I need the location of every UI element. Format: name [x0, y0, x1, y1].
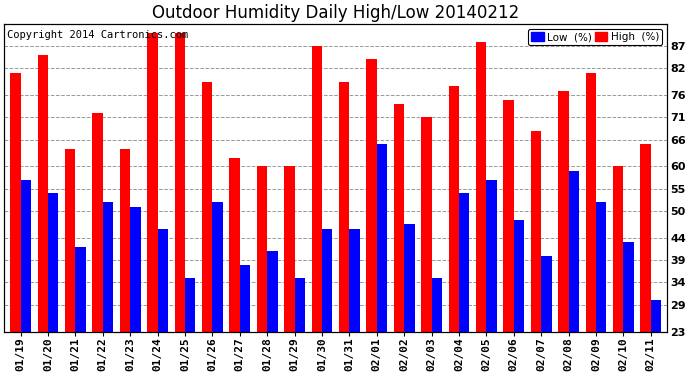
Bar [586, 73, 596, 332]
Bar [10, 73, 21, 332]
Bar [37, 55, 48, 332]
Bar [157, 229, 168, 332]
Bar [213, 202, 223, 332]
Bar [486, 180, 497, 332]
Bar [21, 180, 31, 332]
Bar [624, 242, 634, 332]
Bar [349, 229, 360, 332]
Bar [312, 46, 322, 332]
Bar [130, 207, 141, 332]
Bar [322, 229, 333, 332]
Bar [514, 220, 524, 332]
Bar [448, 86, 459, 332]
Bar [75, 247, 86, 332]
Bar [257, 166, 267, 332]
Bar [175, 33, 185, 332]
Bar [394, 104, 404, 332]
Bar [476, 42, 486, 332]
Bar [240, 265, 250, 332]
Bar [202, 82, 213, 332]
Bar [48, 193, 59, 332]
Bar [432, 278, 442, 332]
Bar [377, 144, 387, 332]
Title: Outdoor Humidity Daily High/Low 20140212: Outdoor Humidity Daily High/Low 20140212 [152, 4, 520, 22]
Bar [596, 202, 607, 332]
Bar [459, 193, 469, 332]
Bar [267, 251, 277, 332]
Bar [640, 144, 651, 332]
Bar [541, 256, 552, 332]
Bar [421, 117, 432, 332]
Bar [339, 82, 349, 332]
Bar [366, 59, 377, 332]
Bar [569, 171, 579, 332]
Bar [103, 202, 113, 332]
Bar [295, 278, 305, 332]
Bar [558, 91, 569, 332]
Legend: Low  (%), High  (%): Low (%), High (%) [529, 29, 662, 45]
Bar [404, 225, 415, 332]
Bar [120, 148, 130, 332]
Bar [185, 278, 195, 332]
Bar [92, 113, 103, 332]
Bar [229, 158, 240, 332]
Bar [147, 33, 157, 332]
Bar [504, 99, 514, 332]
Bar [651, 300, 661, 332]
Bar [284, 166, 295, 332]
Bar [531, 131, 541, 332]
Bar [613, 166, 624, 332]
Text: Copyright 2014 Cartronics.com: Copyright 2014 Cartronics.com [8, 30, 189, 40]
Bar [65, 148, 75, 332]
